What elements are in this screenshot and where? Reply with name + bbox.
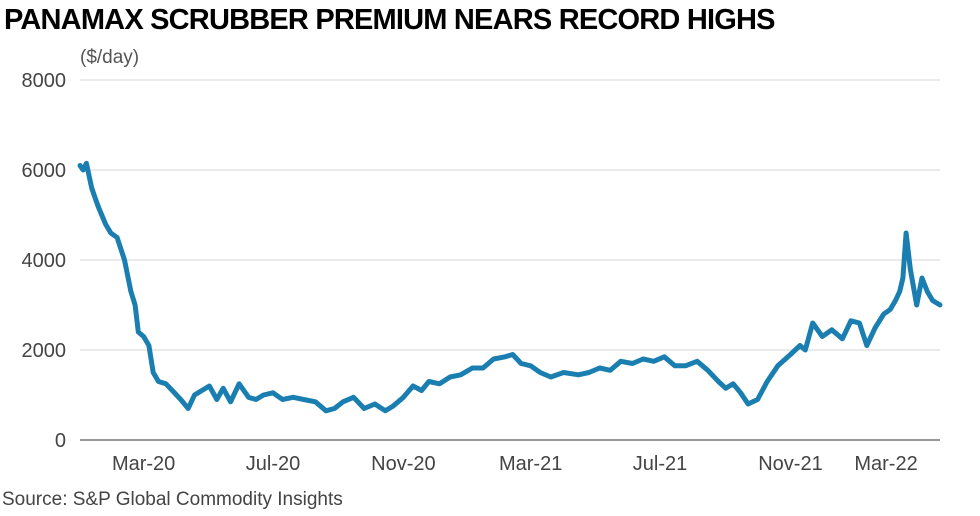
premium-series-line [77, 160, 943, 414]
y-tick-label: 6000 [22, 160, 67, 182]
x-tick-label: Mar-20 [112, 453, 175, 475]
x-tick-label: Nov-21 [758, 453, 822, 475]
y-axis-ticks: 0 2000 4000 6000 8000 [22, 70, 67, 452]
x-tick-label: Mar-21 [499, 453, 562, 475]
y-tick-label: 2000 [22, 340, 67, 362]
x-tick-label: Mar-22 [854, 453, 917, 475]
x-tick-label: Jul-21 [633, 453, 687, 475]
chart-title: PANAMAX SCRUBBER PREMIUM NEARS RECORD HI… [4, 4, 775, 36]
y-tick-label: 8000 [22, 70, 67, 92]
y-tick-label: 4000 [22, 250, 67, 272]
x-tick-label: Jul-20 [246, 453, 300, 475]
y-tick-label: 0 [55, 430, 66, 452]
source-note: Source: S&P Global Commodity Insights [2, 489, 343, 510]
x-axis-ticks: Mar-20 Jul-20 Nov-20 Mar-21 Jul-21 Nov-21 Mar-… [112, 453, 918, 475]
x-tick-label: Nov-20 [371, 453, 435, 475]
y-axis-unit-label: ($/day) [80, 47, 140, 68]
